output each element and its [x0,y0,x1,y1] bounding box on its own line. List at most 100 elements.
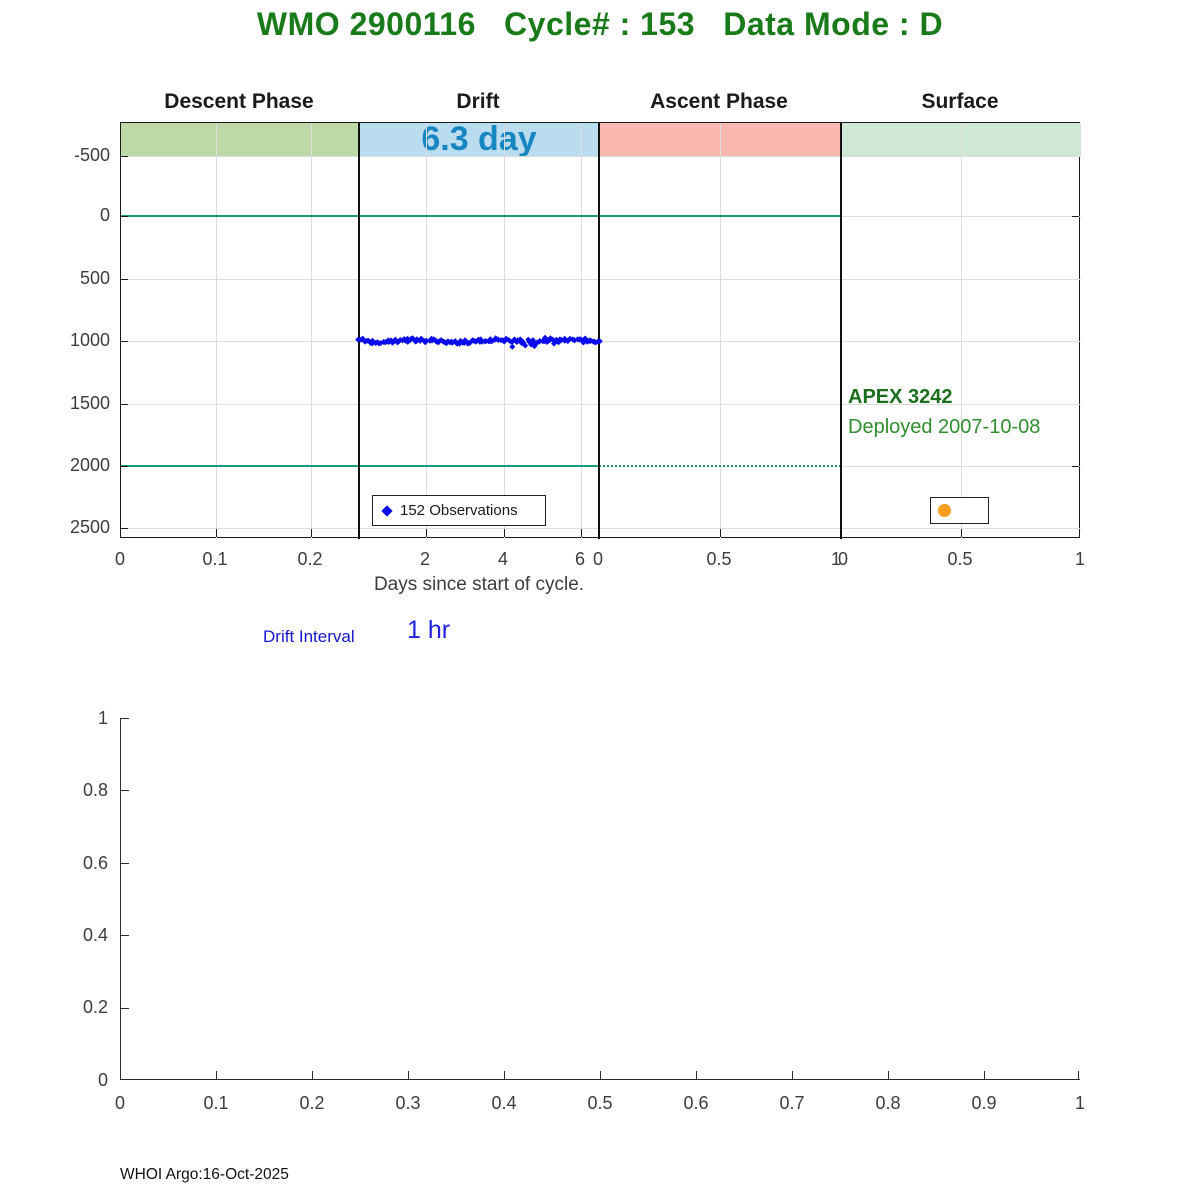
gridline [581,123,582,539]
tick-mark [121,528,128,529]
x-tick-label: 0.2 [299,1093,325,1113]
y-tick-label: -500 [73,145,110,165]
panel-divider [598,123,600,539]
tick-mark [121,279,128,280]
gridline [121,279,1081,280]
tick-mark [121,1007,129,1009]
empty-axes [120,718,1080,1080]
x-tick-label: 0 [837,549,848,569]
gridline [121,156,1081,157]
observation-diamond-icon [381,504,393,517]
tick-mark [407,1071,409,1079]
x-tick-label: 0.2 [297,549,323,569]
figure-title: WMO 2900116 Cycle# : 153 Data Mode : D [256,6,944,42]
x-axis-label: Days since start of cycle. [373,574,585,595]
x-tick-label: 1 [830,549,841,569]
profile-line-2000-dotted [599,465,841,467]
drift-duration-label: 6.3 day [421,120,537,158]
tick-mark [791,1071,793,1079]
legend-label: 152 Observations [400,502,518,519]
x-tick-label: 0 [114,1093,125,1113]
tick-mark [426,529,427,537]
phase-band-drift [359,123,599,157]
tick-mark [121,404,128,405]
deployed-date-label: Deployed 2007-10-08 [848,416,1041,438]
profile-line-2000-solid [121,465,599,467]
gridline [311,123,312,539]
cycle-timeline-axes: 6.3 day [120,120,1081,539]
drift-observations [355,334,603,350]
panel-divider [840,123,842,539]
tick-mark [887,1071,889,1079]
x-tick-label: 0.5 [587,1093,613,1113]
surface-marker-icon [938,504,951,517]
tick-mark [311,529,312,537]
x-tick-label: 0.5 [706,549,732,569]
tick-mark [1072,466,1079,467]
panel-divider [358,123,360,539]
x-tick-label: 6 [574,549,585,569]
float-model-label: APEX 3242 [848,386,953,408]
x-tick-label: 0.1 [202,549,228,569]
x-tick-label: 0 [114,549,125,569]
gridline [504,123,505,539]
tick-mark [121,862,129,864]
gridline [121,528,1081,529]
y-tick-label: 1500 [69,393,110,413]
x-tick-label: 1 [1074,549,1085,569]
y-tick-label: 2500 [69,517,110,537]
panel-header-surface: Surface [921,90,999,113]
x-tick-label: 0.8 [875,1093,901,1113]
legend-box: 152 Observations [372,495,546,526]
gridline [121,404,1081,405]
y-tick-label: 1000 [69,330,110,350]
tick-mark [121,341,128,342]
tick-mark [121,718,129,720]
tick-mark [121,156,128,157]
y-tick-label: 0.4 [82,925,108,945]
x-tick-label: 4 [497,549,508,569]
tick-mark [581,529,582,537]
y-tick-label: 0.8 [82,780,108,800]
x-tick-label: 0.6 [683,1093,709,1113]
gridline [720,123,721,539]
tick-mark [121,935,129,937]
y-tick-label: 1 [97,708,108,728]
x-tick-label: 0.5 [947,549,973,569]
x-tick-label: 0.7 [779,1093,805,1113]
gridline [961,123,962,539]
tick-mark [983,1071,985,1079]
y-tick-label: 0.6 [82,853,108,873]
tick-mark [121,216,128,217]
x-tick-label: 0.9 [971,1093,997,1113]
footer-credit: WHOI Argo:16-Oct-2025 [120,1166,289,1183]
tick-mark [1072,216,1079,217]
x-tick-label: 0 [592,549,603,569]
y-tick-label: 500 [79,268,110,288]
tick-mark [599,1071,601,1079]
tick-mark [1077,1071,1079,1079]
x-tick-label: 2 [419,549,430,569]
tick-mark [121,466,128,467]
tick-mark [216,529,217,537]
tick-mark [311,1071,313,1079]
x-tick-label: 0.3 [395,1093,421,1113]
x-tick-label: 0.1 [203,1093,229,1113]
x-tick-label: 0.4 [491,1093,517,1113]
tick-mark [215,1071,217,1079]
surface-legend-box [930,497,989,524]
tick-mark [720,529,721,537]
panel-header-drift: Drift [456,90,500,113]
drift-interval-label: Drift Interval [263,627,355,646]
gridline [216,123,217,539]
parking-line-0 [121,215,841,217]
tick-mark [503,1071,505,1079]
drift-interval-value: 1 hr [407,616,451,644]
panel-header-ascent: Ascent Phase [650,90,788,113]
y-tick-label: 2000 [69,455,110,475]
tick-mark [504,529,505,537]
phase-band-descent [121,123,359,157]
tick-mark [695,1071,697,1079]
y-tick-label: 0.2 [82,997,108,1017]
